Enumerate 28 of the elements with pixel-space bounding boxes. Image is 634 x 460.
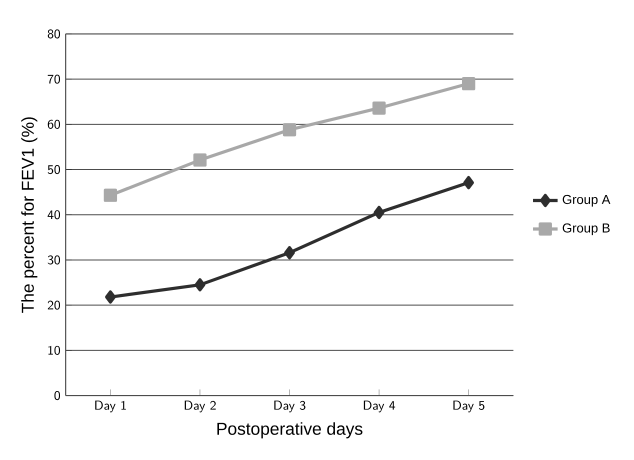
x-tick-label: Day 5 xyxy=(453,400,484,413)
point xyxy=(462,77,476,91)
y-tick-label: 60 xyxy=(48,120,60,130)
y-tick-label: 30 xyxy=(48,256,60,265)
y-tick-label: 40 xyxy=(48,210,60,220)
x-tick-label: Day 1 xyxy=(95,400,126,413)
point xyxy=(372,102,386,115)
x-axis-title: Postoperative days xyxy=(217,422,362,439)
point xyxy=(284,246,295,260)
point xyxy=(282,123,296,137)
point xyxy=(105,290,116,304)
y-tick-label: 50 xyxy=(48,165,60,174)
x-tick-label: Day 2 xyxy=(184,400,216,413)
point xyxy=(194,278,206,292)
x-tick-label: Day 3 xyxy=(274,400,306,413)
legend-label: Group A xyxy=(562,195,610,207)
y-tick-label: 80 xyxy=(48,30,60,39)
y-axis-title: The percent for FEV1 (%) xyxy=(21,118,38,314)
y-tick-label: 70 xyxy=(48,74,60,84)
point xyxy=(193,154,207,167)
point xyxy=(463,176,474,190)
point xyxy=(104,188,118,202)
legend-label: Group B xyxy=(562,224,610,236)
point xyxy=(374,206,384,220)
y-tick-label: 20 xyxy=(48,300,60,310)
y-tick-label: 10 xyxy=(48,346,60,356)
x-tick-label: Day 4 xyxy=(364,400,396,413)
y-tick-label: 0 xyxy=(54,391,60,400)
